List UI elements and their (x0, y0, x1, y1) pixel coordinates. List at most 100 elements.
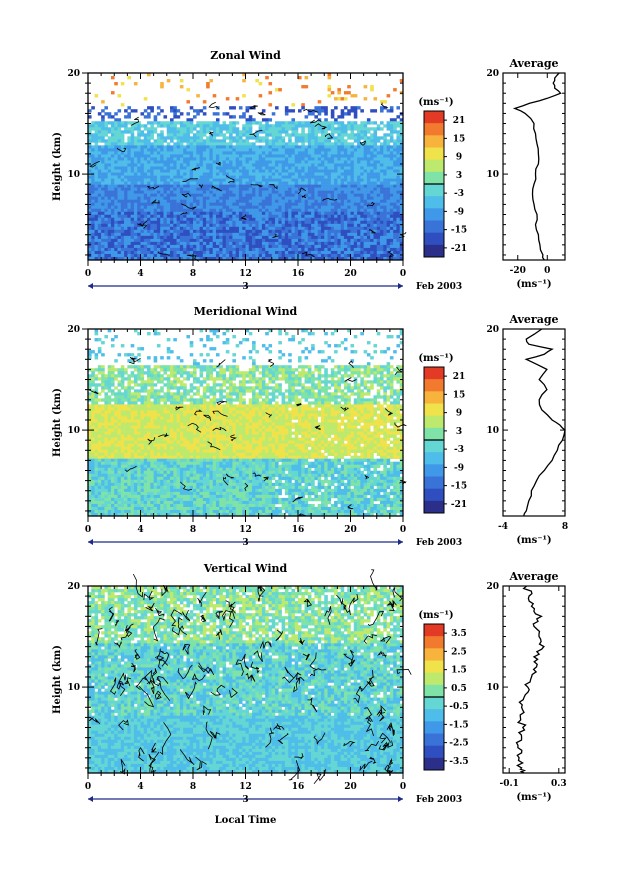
contour-segment (131, 116, 139, 126)
average-x-tick-label: -20 (510, 266, 526, 276)
contour-segment (392, 586, 403, 602)
contour-segment (151, 199, 160, 204)
colorbar-segment (424, 721, 444, 734)
contour-segment (292, 496, 303, 503)
contour-segment (282, 666, 295, 684)
average-x-tick-label: 8 (562, 522, 568, 532)
colorbar-segment (424, 427, 444, 441)
contour-segment (151, 742, 157, 753)
contour-segment (143, 669, 153, 685)
contour-segment (358, 670, 374, 692)
contour-segment (394, 366, 403, 375)
x-tick-label: 12 (239, 782, 252, 792)
colorbar-segment (424, 147, 444, 161)
x-tick-label: 8 (190, 269, 196, 279)
contour-segment (399, 480, 407, 485)
contour-segment (129, 356, 141, 363)
x-tick-label: 8 (190, 782, 196, 792)
contour-segment (210, 684, 226, 696)
colorbar-segment (424, 697, 444, 710)
x-tick-label: 16 (292, 525, 305, 535)
contour-segment (336, 594, 344, 605)
colorbar-tick-label: -3 (454, 189, 464, 199)
colorbar-tick-label: 9 (456, 409, 462, 419)
contour-segment (216, 400, 227, 406)
contour-segment (158, 433, 170, 438)
average-y-tick-label: 10 (486, 426, 499, 436)
colorbar-tick-label: -3 (454, 445, 464, 455)
contour-segment (145, 602, 155, 612)
contour-segment (394, 422, 407, 428)
contour-segment (198, 184, 204, 189)
contour-segment (369, 228, 377, 234)
contour-segment (249, 105, 258, 110)
colorbar-segment (424, 452, 444, 465)
contour-segment (378, 740, 394, 751)
contour-segment (297, 187, 307, 195)
x-tick-label: 0 (85, 525, 91, 535)
contour-segment (179, 749, 195, 766)
colorbar-segment (424, 709, 444, 722)
date-label: 3 (242, 538, 248, 548)
contour-segment (367, 611, 385, 626)
contour-segment (147, 185, 160, 190)
contour-segment (310, 119, 322, 124)
contour-segment (277, 733, 289, 745)
colorbar-tick-label: -1.5 (449, 720, 468, 730)
contour-segment (191, 673, 206, 682)
contour-segment (181, 192, 192, 198)
average-x-label: (ms⁻¹) (516, 792, 551, 803)
contour-segment (288, 760, 301, 781)
contour-segment (387, 250, 394, 258)
colorbar-tick-label: -0.5 (449, 702, 468, 712)
contour-segment (340, 406, 349, 412)
contour-segment (253, 650, 263, 663)
contour-segment (384, 764, 392, 776)
contour-segment (195, 756, 207, 771)
colorbar-segment (424, 488, 444, 502)
colorbar-segment (424, 379, 444, 392)
x-tick-label: 0 (400, 525, 406, 535)
contour-segment (114, 641, 122, 649)
x-tick-label: 12 (239, 525, 252, 535)
contour-segment (216, 628, 223, 640)
contour-segment (235, 659, 244, 677)
contour-segment (249, 129, 263, 138)
contour-segment (303, 598, 313, 607)
contour-segment (250, 184, 264, 188)
contour-segment (309, 652, 317, 671)
contour-segment (252, 472, 262, 477)
contour-segment (146, 680, 155, 694)
average-title: Average (508, 57, 558, 70)
contour-segment (116, 672, 127, 690)
contour-segment (348, 360, 354, 368)
contour-segment (211, 185, 222, 192)
contour-segment (363, 634, 377, 644)
colorbar-tick-label: 21 (453, 116, 466, 126)
contour-segment (294, 753, 304, 759)
contour-segment (370, 569, 378, 591)
contour-segment (324, 133, 334, 139)
contour-segment (348, 593, 359, 615)
average-x-tick-label: -0.1 (499, 779, 518, 789)
contour-segment (263, 476, 269, 482)
colorbar-tick-label: 0.5 (451, 684, 467, 694)
contour-segment (152, 617, 165, 642)
contour-segment (307, 696, 318, 713)
colorbar-tick-label: 3 (456, 427, 462, 437)
heatmap-field (88, 586, 404, 774)
colorbar-segment (424, 660, 444, 674)
contour-segment (275, 629, 283, 642)
contour-segment (89, 160, 100, 168)
contour-segment (359, 760, 373, 772)
contour-segment (396, 668, 412, 675)
contour-segment (95, 628, 103, 646)
contour-segment (257, 586, 262, 602)
x-axis-label: Local Time (215, 815, 277, 826)
contour-segment (203, 414, 212, 421)
contour-segment (340, 602, 350, 614)
colorbar-unit: (ms⁻¹) (418, 610, 453, 621)
y-tick-label: 10 (67, 426, 80, 436)
contour-segment (198, 662, 211, 674)
